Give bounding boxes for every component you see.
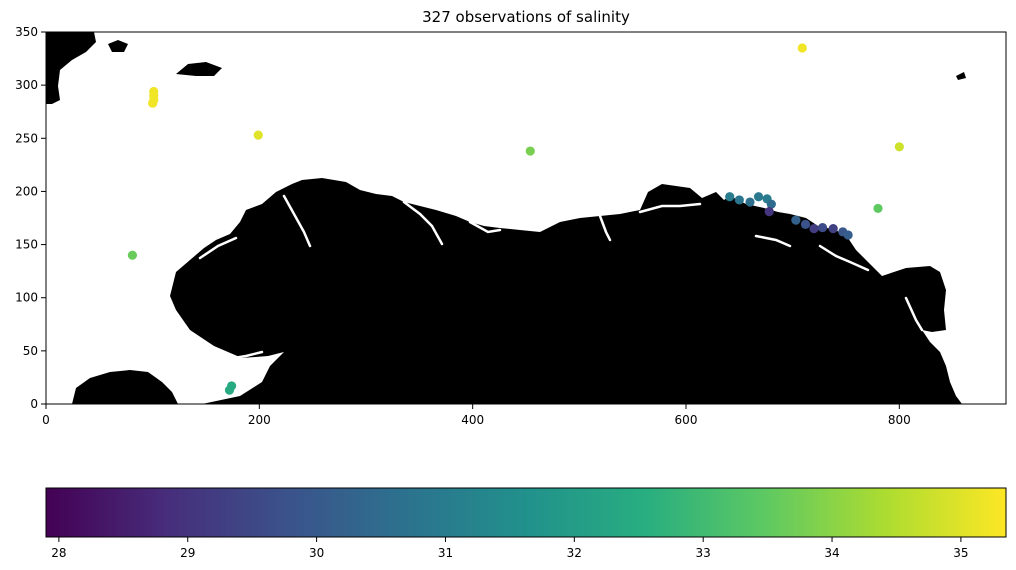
data-point <box>753 192 764 202</box>
colorbar-tick-label: 30 <box>309 546 324 560</box>
land-northwest <box>46 32 96 104</box>
data-point <box>127 250 137 260</box>
x-tick-label: 400 <box>461 413 484 427</box>
data-point <box>766 199 776 209</box>
land-mainland <box>46 178 962 404</box>
water-channels <box>198 194 924 362</box>
colorbar-tick-label: 29 <box>180 546 195 560</box>
y-tick-label: 150 <box>15 238 38 252</box>
island-b <box>176 62 222 76</box>
colorbar-ticks: 28 29 30 31 32 33 34 35 <box>51 537 969 560</box>
data-point <box>734 195 744 205</box>
y-tick-label: 100 <box>15 291 38 305</box>
colorbar-tick-label: 33 <box>696 546 711 560</box>
channel <box>402 200 444 246</box>
colorbar-tick-label: 31 <box>438 546 453 560</box>
channel <box>220 350 264 362</box>
x-axis: 0 200 400 600 800 <box>42 404 911 427</box>
data-point <box>725 192 735 202</box>
island-a <box>108 40 128 52</box>
channel <box>598 214 612 242</box>
chart-title: 327 observations of salinity <box>422 8 630 26</box>
colorbar-tick-label: 32 <box>567 546 582 560</box>
land-mask <box>46 32 966 404</box>
data-point <box>764 207 774 217</box>
x-tick-label: 800 <box>888 413 911 427</box>
data-point <box>791 215 801 225</box>
data-point <box>253 130 263 140</box>
data-point <box>224 385 235 395</box>
y-tick-label: 250 <box>15 131 38 145</box>
channel <box>198 236 238 260</box>
x-tick-label: 600 <box>675 413 698 427</box>
y-tick-label: 350 <box>15 25 38 39</box>
data-point <box>745 197 755 207</box>
channel <box>754 234 792 248</box>
data-point <box>525 146 535 156</box>
y-tick-label: 300 <box>15 78 38 92</box>
island-c <box>956 72 966 80</box>
axes-frame <box>45 31 1007 405</box>
data-point <box>843 230 853 240</box>
data-point <box>809 224 819 234</box>
y-axis: 0 50 100 150 200 250 300 350 <box>15 25 46 411</box>
y-tick-label: 0 <box>30 397 38 411</box>
x-tick-label: 200 <box>248 413 271 427</box>
data-point <box>828 224 838 234</box>
y-tick-label: 50 <box>23 344 38 358</box>
data-points <box>127 43 904 395</box>
channel <box>282 194 312 248</box>
x-tick-label: 0 <box>42 413 50 427</box>
data-point <box>894 142 904 152</box>
channel <box>468 220 502 234</box>
colorbar-tick-label: 28 <box>51 546 66 560</box>
data-point <box>817 222 828 233</box>
channel <box>904 296 924 332</box>
colorbar-gradient <box>45 487 1007 538</box>
colorbar: 28 29 30 31 32 33 34 35 <box>45 487 1007 560</box>
data-point <box>800 219 811 229</box>
channel <box>818 244 870 272</box>
data-point <box>797 43 807 53</box>
channel <box>638 202 702 214</box>
data-point <box>873 203 883 214</box>
colorbar-tick-label: 35 <box>953 546 968 560</box>
plot-area <box>45 31 1007 405</box>
y-tick-label: 200 <box>15 184 38 198</box>
data-point <box>148 98 158 108</box>
colorbar-tick-label: 34 <box>824 546 839 560</box>
